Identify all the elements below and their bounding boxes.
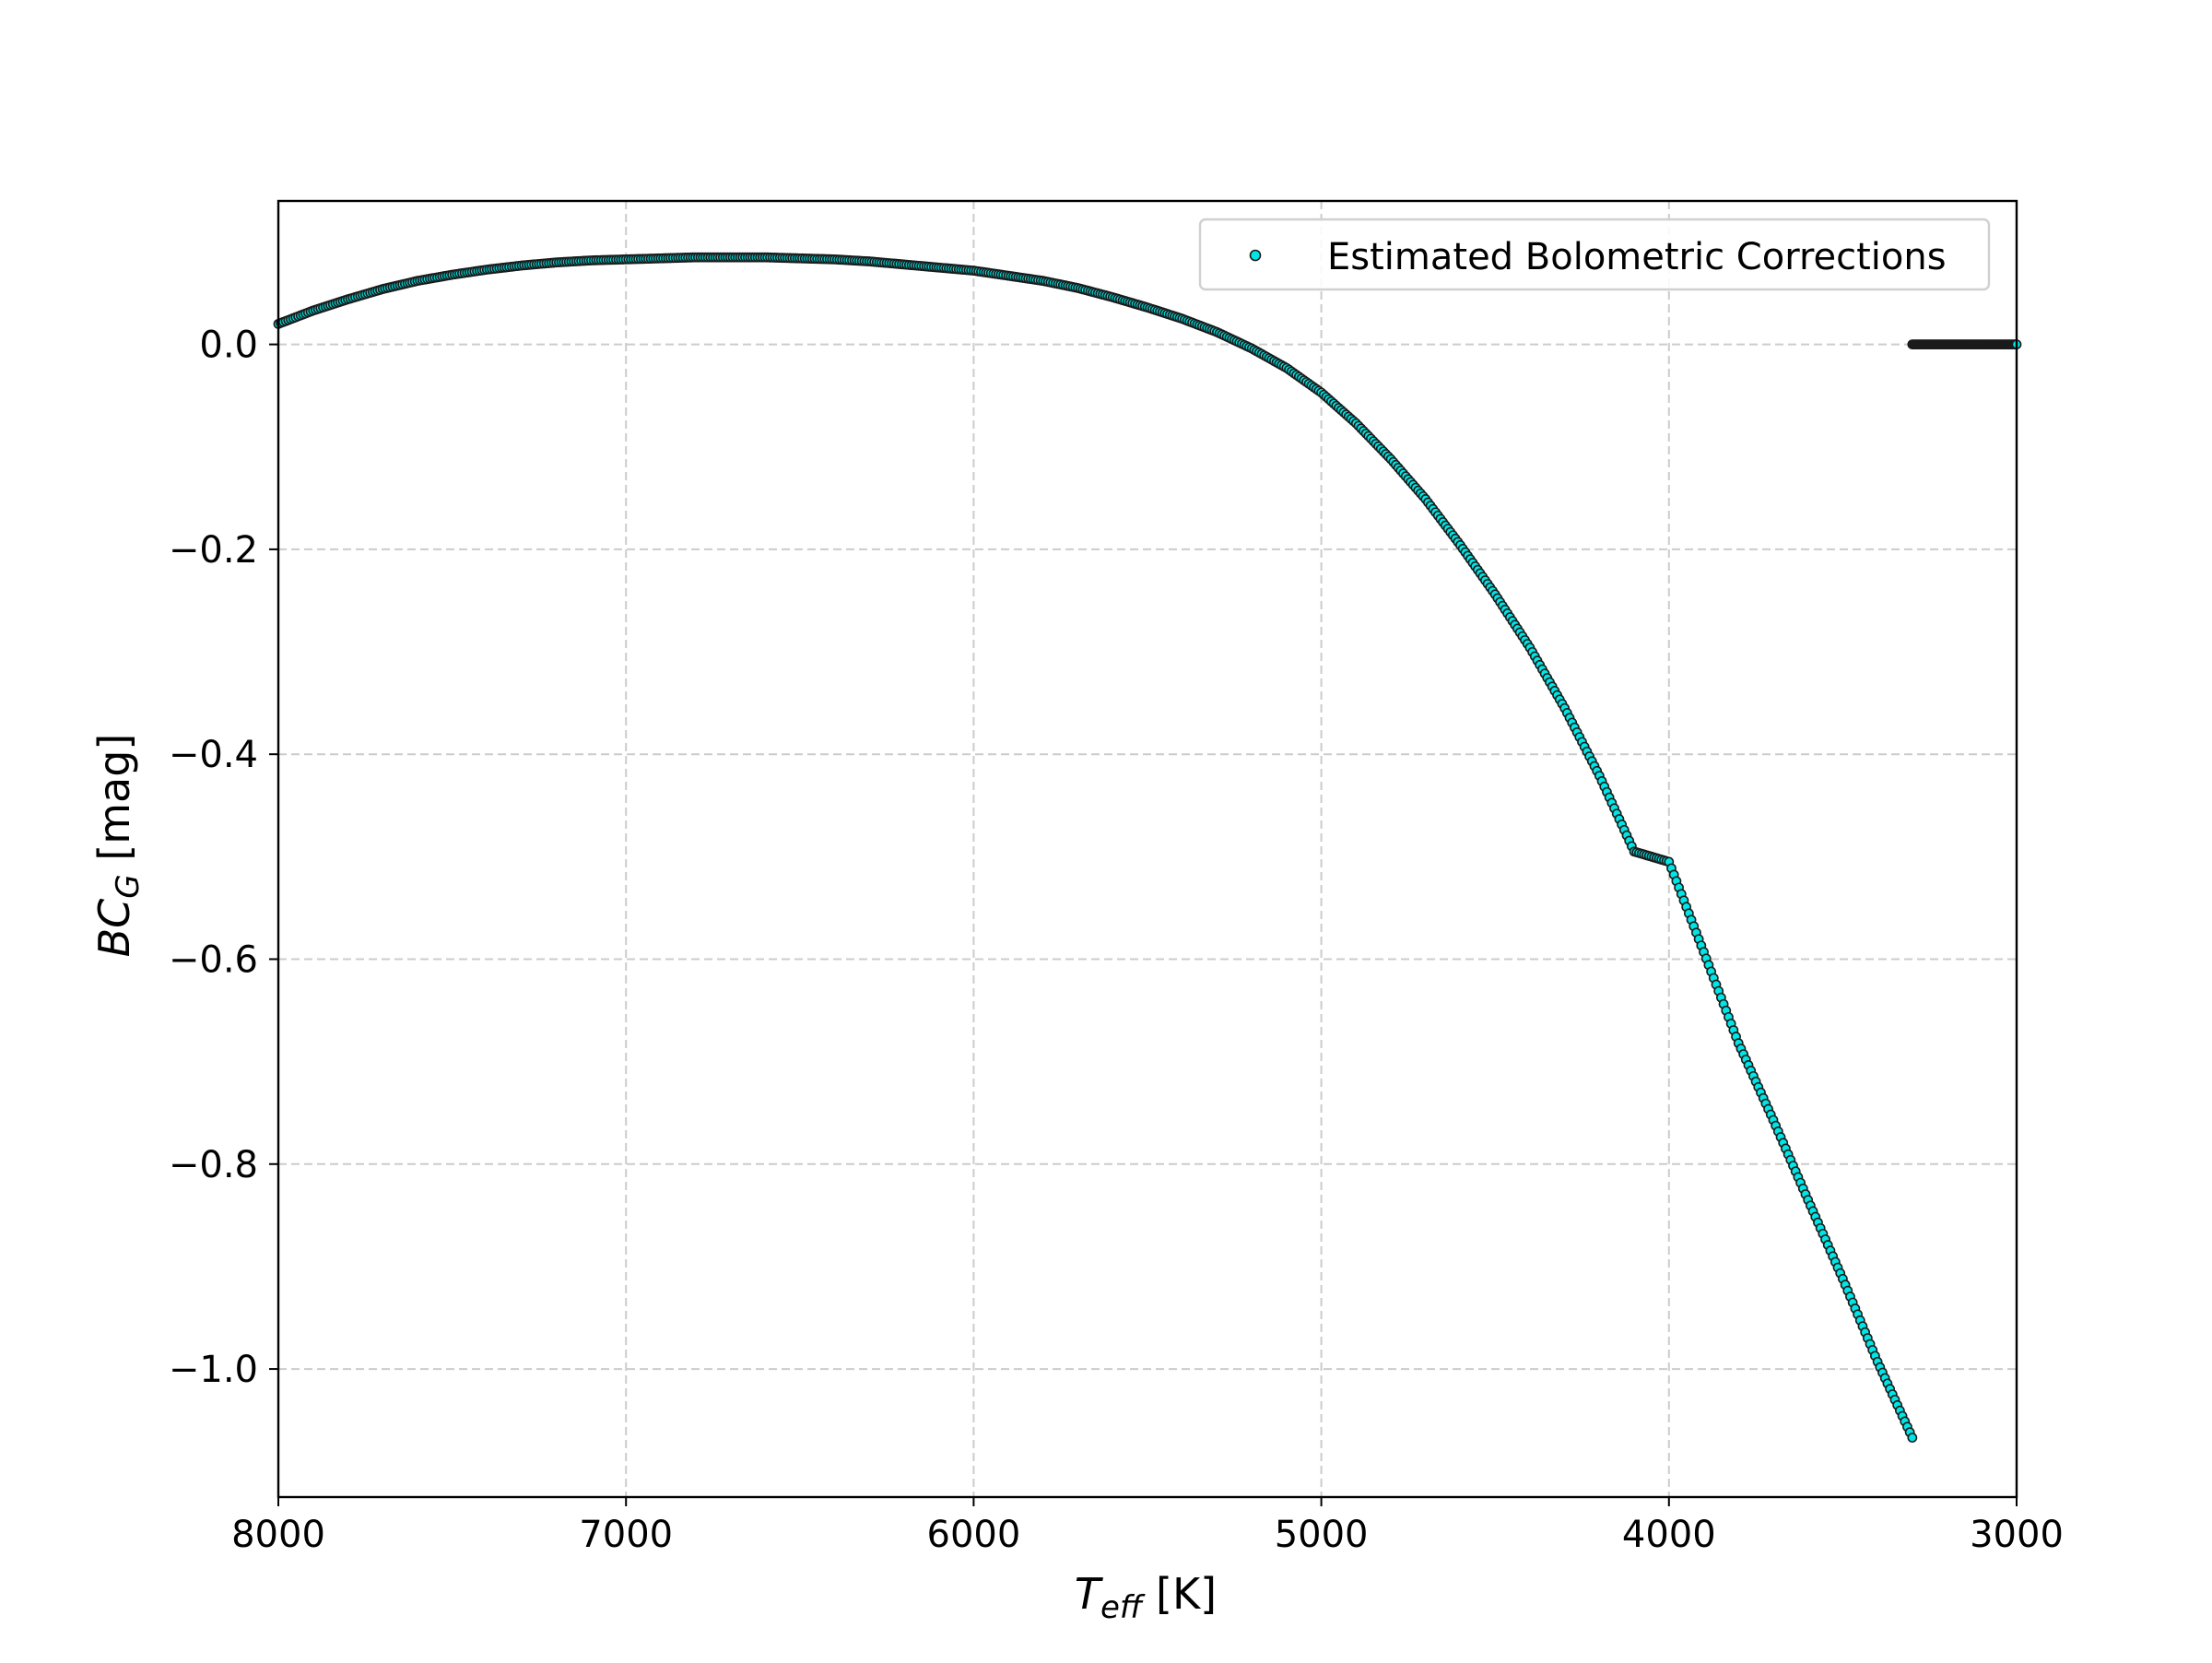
- tick-layer: 8000 7000 6000 5000 4000 3000 0.0 −0.2 −0.4 −0.6 −…: [169, 324, 2064, 1556]
- data-points: [273, 252, 2022, 1443]
- x-axis-label-main: T: [1075, 1569, 1104, 1619]
- x-axis-label: Teff [K]: [1075, 1569, 1217, 1626]
- legend: Estimated Bolometric Corrections: [1198, 218, 1991, 291]
- y-tick-label: −0.8: [169, 1144, 258, 1186]
- x-tick-label: 7000: [579, 1514, 673, 1556]
- data-point: [1907, 1433, 1918, 1443]
- x-tick-label: 5000: [1275, 1514, 1369, 1556]
- y-tick-label: 0.0: [199, 324, 258, 367]
- x-tick-label: 3000: [1970, 1514, 2064, 1556]
- x-axis-label-sub: eff: [1100, 1589, 1146, 1626]
- y-tick-label: −0.2: [169, 529, 258, 572]
- x-tick-label: 8000: [231, 1514, 325, 1556]
- y-axis-label-main: BC: [89, 899, 139, 958]
- x-tick-label: 6000: [927, 1514, 1021, 1556]
- x-tick-label: 4000: [1622, 1514, 1716, 1556]
- y-axis-label-unit: [mag]: [89, 734, 139, 875]
- legend-box: [1198, 218, 1991, 291]
- grid-layer: [277, 201, 2018, 1497]
- legend-marker: [1249, 249, 1262, 262]
- legend-label: Estimated Bolometric Corrections: [1327, 236, 1947, 278]
- plot-frame: [276, 199, 2018, 1499]
- y-axis-label: BCG [mag]: [89, 734, 147, 958]
- x-axis-label-unit: [K]: [1142, 1569, 1217, 1619]
- y-tick-label: −0.4: [169, 734, 258, 776]
- y-tick-label: −1.0: [169, 1349, 258, 1391]
- y-tick-label: −0.6: [169, 938, 258, 981]
- y-axis-label-sub: G: [110, 874, 147, 898]
